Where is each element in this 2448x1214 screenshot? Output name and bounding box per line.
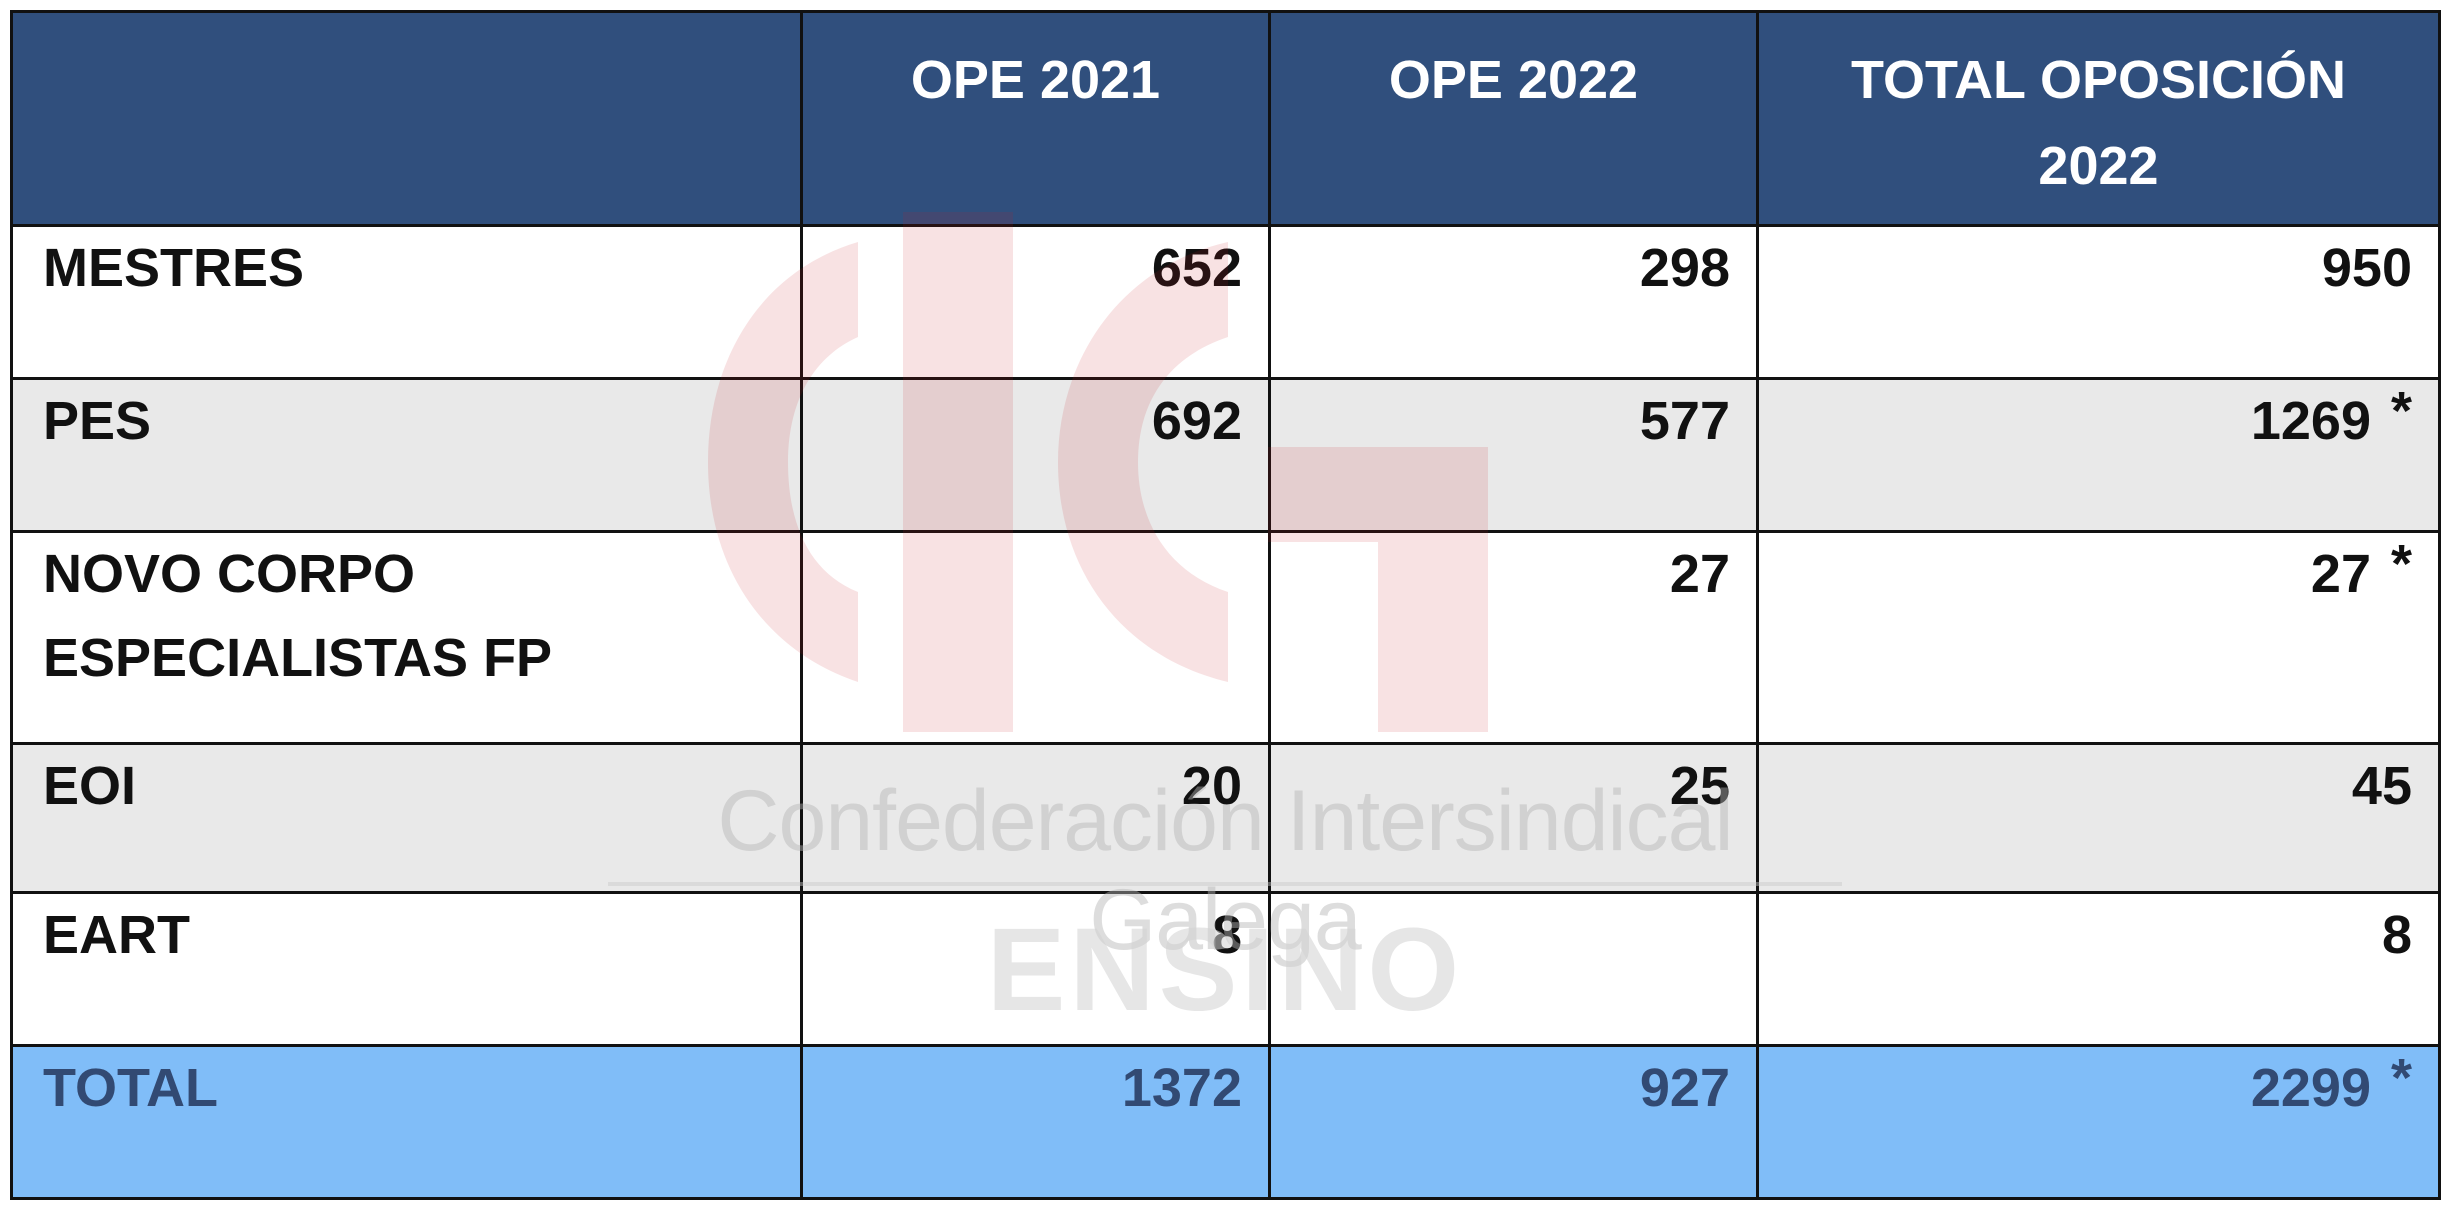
row-label: NOVO CORPO ESPECIALISTAS FP [10, 530, 803, 745]
header-total-oposicion-2022: TOTAL OPOSICIÓN 2022 [1756, 10, 2441, 227]
cell-ope-2021: 652 [800, 223, 1271, 381]
total-ope-2021: 1372 [800, 1043, 1271, 1201]
row-label: MESTRES [10, 223, 803, 381]
ope-table: OPE 2021 OPE 2022 TOTAL OPOSICIÓN 2022 M… [10, 10, 2441, 1201]
header-row: OPE 2021 OPE 2022 TOTAL OPOSICIÓN 2022 [10, 10, 2441, 227]
cell-ope-2021 [800, 530, 1271, 745]
total-value: 1269 [2250, 391, 2371, 452]
total-value: 45 [2351, 755, 2412, 816]
table-row: MESTRES 652 298 950 [10, 223, 2441, 381]
total-value: 2299 [2250, 1057, 2371, 1118]
total-row-label: TOTAL [10, 1043, 803, 1201]
total-value: 8 [2381, 904, 2412, 965]
cell-ope-2022 [1268, 890, 1759, 1047]
table-row: NOVO CORPO ESPECIALISTAS FP 27 27 * [10, 530, 2441, 745]
cell-total: 1269 * [1756, 377, 2441, 534]
cell-ope-2021: 692 [800, 377, 1271, 534]
total-row: TOTAL 1372 927 2299 * [10, 1043, 2441, 1201]
cell-total: 8 [1756, 890, 2441, 1047]
footnote-asterisk: * [2390, 534, 2412, 595]
total-value: 950 [2321, 238, 2412, 298]
cell-ope-2022: 27 [1268, 530, 1759, 745]
header-ope-2022: OPE 2022 [1268, 10, 1759, 227]
cell-total: 45 [1756, 741, 2441, 894]
cell-total: 950 [1756, 223, 2441, 381]
row-label: EOI [10, 741, 803, 894]
cell-ope-2022: 577 [1268, 377, 1759, 534]
cell-total: 27 * [1756, 530, 2441, 745]
cell-ope-2021: 8 [800, 890, 1271, 1047]
header-empty-cell [10, 10, 803, 227]
total-value: 27 [2310, 544, 2371, 605]
table-row: EOI 20 25 45 [10, 741, 2441, 894]
cell-ope-2021: 20 [800, 741, 1271, 894]
cell-ope-2022: 25 [1268, 741, 1759, 894]
total-overall: 2299 * [1756, 1043, 2441, 1201]
row-label: PES [10, 377, 803, 534]
footnote-asterisk: * [2390, 381, 2412, 442]
cell-ope-2022: 298 [1268, 223, 1759, 381]
total-ope-2022: 927 [1268, 1043, 1759, 1201]
table-row: PES 692 577 1269 * [10, 377, 2441, 534]
header-ope-2021: OPE 2021 [800, 10, 1271, 227]
table-row: EART 8 8 [10, 890, 2441, 1047]
row-label: EART [10, 890, 803, 1047]
footnote-asterisk: * [2390, 1047, 2412, 1108]
